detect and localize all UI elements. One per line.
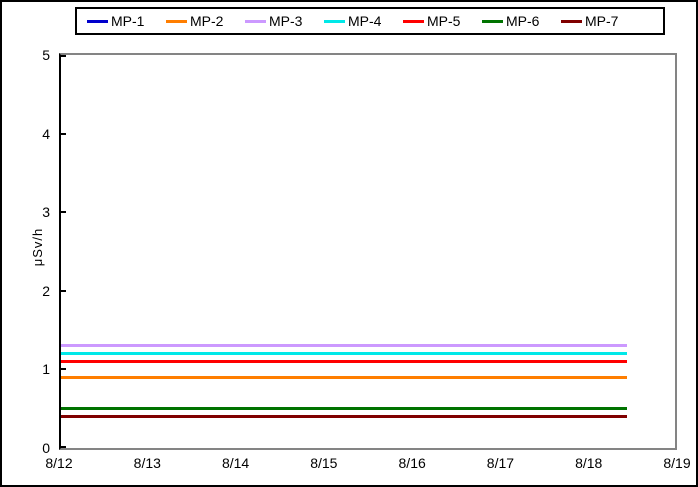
legend-swatch-mp-7	[561, 19, 582, 23]
legend-label: MP-3	[269, 13, 303, 29]
legend-label: MP-2	[190, 13, 224, 29]
series-line-mp-3	[61, 344, 627, 348]
y-tick-label: 5	[42, 47, 50, 63]
legend-item-mp-5: MP-5	[403, 13, 482, 29]
series-line-mp-7	[61, 415, 627, 419]
y-axis-title: μSv/h	[30, 227, 45, 267]
legend-swatch-mp-6	[482, 19, 503, 23]
legend-item-mp-3: MP-3	[245, 13, 324, 29]
y-tick-mark	[61, 211, 66, 214]
y-tick-label: 3	[42, 204, 50, 221]
x-tick-label: 8/17	[486, 455, 515, 471]
x-tick-label: 8/12	[45, 455, 73, 471]
x-tick-label: 8/19	[663, 455, 691, 471]
y-tick-label: 4	[42, 125, 50, 142]
x-tick-label: 8/14	[221, 455, 250, 471]
legend-swatch-mp-2	[166, 19, 187, 23]
x-tick-label: 8/18	[575, 455, 603, 471]
y-tick-mark	[61, 55, 66, 57]
series-line-mp-4	[61, 352, 627, 356]
legend-label: MP-5	[427, 13, 461, 29]
legend-item-mp-6: MP-6	[482, 13, 561, 29]
legend-item-mp-4: MP-4	[324, 13, 403, 29]
legend-swatch-mp-1	[87, 19, 108, 23]
y-tick-mark	[61, 289, 66, 292]
x-tick-label: 8/16	[398, 455, 426, 471]
y-tick-label: 1	[42, 361, 50, 378]
legend-label: MP-4	[348, 13, 382, 29]
legend: MP-1 MP-2 MP-3 MP-4 MP-5 MP-6 MP-7	[75, 7, 665, 35]
y-tick-label: 0	[42, 440, 50, 456]
series-line-mp-2	[61, 375, 627, 379]
legend-label: MP-6	[506, 13, 540, 29]
y-tick-mark	[61, 132, 66, 135]
plot-area	[59, 53, 677, 450]
legend-swatch-mp-5	[403, 19, 424, 23]
legend-swatch-mp-4	[324, 19, 345, 23]
legend-label: MP-1	[111, 13, 145, 29]
legend-item-mp-2: MP-2	[166, 13, 245, 29]
legend-label: MP-7	[585, 13, 619, 29]
legend-swatch-mp-3	[245, 19, 266, 23]
y-tick-label: 2	[42, 282, 50, 299]
y-tick-mark	[61, 446, 66, 448]
y-tick-mark	[61, 368, 66, 371]
series-line-mp-6	[61, 407, 627, 411]
legend-item-mp-1: MP-1	[87, 13, 166, 29]
series-line-mp-5	[61, 360, 627, 363]
x-tick-label: 8/13	[133, 455, 161, 471]
x-tick-label: 8/15	[310, 455, 338, 471]
legend-item-mp-7: MP-7	[561, 13, 640, 29]
